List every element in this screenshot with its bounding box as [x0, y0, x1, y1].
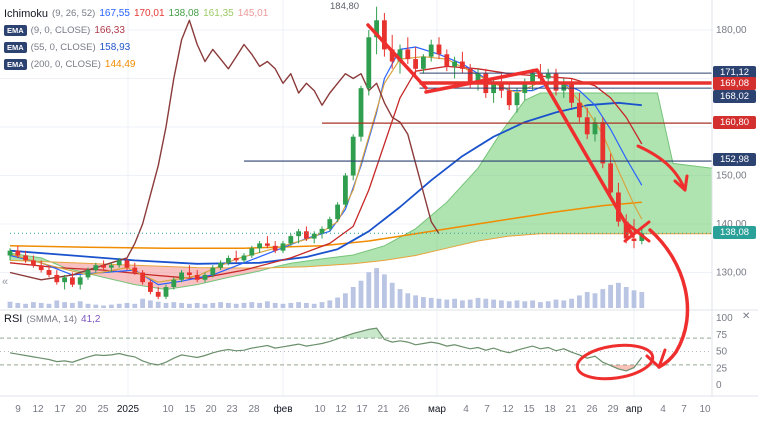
ichimoku-lead1-value: 161,35 — [203, 8, 234, 19]
ema9-value: 166,33 — [94, 25, 125, 36]
svg-text:7: 7 — [681, 404, 687, 415]
ichimoku-conversion-value: 167,55 — [99, 8, 130, 19]
svg-text:25: 25 — [716, 363, 728, 374]
last-price-badge: 138,08 — [713, 226, 756, 239]
hand-drawn-annotations-layer[interactable] — [366, 23, 690, 383]
ema-chip-icon: EMA — [4, 25, 27, 36]
ichimoku-legend-row[interactable]: Ichimoku (9, 26, 52) 167,55 170,01 138,0… — [4, 5, 268, 22]
svg-text:мар: мар — [428, 404, 446, 415]
ichimoku-params: (9, 26, 52) — [52, 8, 96, 19]
close-icon[interactable]: ✕ — [742, 311, 751, 322]
svg-text:10: 10 — [314, 404, 326, 415]
price-level-badge: 171,12 — [713, 66, 756, 79]
svg-text:29: 29 — [607, 404, 619, 415]
svg-text:фев: фев — [273, 403, 292, 415]
grid-layer — [0, 0, 712, 396]
price-level-badge: 152,98 — [713, 153, 756, 166]
ema55-legend-row[interactable]: EMA (55, 0, CLOSE) 158,93 — [4, 39, 268, 56]
ema9-params: (9, 0, CLOSE) — [30, 25, 91, 36]
svg-text:12: 12 — [502, 404, 514, 415]
ichimoku-base-value: 170,01 — [133, 8, 165, 19]
svg-text:150,00: 150,00 — [716, 171, 747, 182]
svg-text:130,00: 130,00 — [716, 268, 747, 279]
price-level-badge: 169,08 — [713, 77, 756, 90]
svg-text:21: 21 — [377, 404, 389, 415]
high-price-label: 184,80 — [330, 1, 360, 12]
svg-text:17: 17 — [54, 404, 66, 415]
svg-text:10: 10 — [699, 404, 711, 415]
svg-text:12: 12 — [32, 404, 44, 415]
price-axis[interactable]: 171,12 169,08 168,02 160,80 152,98 138,0… — [712, 0, 758, 396]
svg-text:7: 7 — [484, 404, 490, 415]
ema200-value: 144,49 — [104, 59, 136, 70]
svg-text:4: 4 — [463, 404, 469, 415]
ema200-params: (200, 0, CLOSE) — [30, 59, 101, 70]
rsi-layer — [0, 327, 712, 372]
svg-text:21: 21 — [565, 404, 577, 415]
ema55-value: 158,93 — [99, 42, 131, 53]
rsi-value: 41,2 — [81, 313, 101, 325]
scroll-left-icon[interactable]: « — [2, 276, 9, 288]
ema200-legend-row[interactable]: EMA (200, 0, CLOSE) 144,49 — [4, 56, 268, 73]
svg-text:10: 10 — [162, 404, 174, 415]
ema-chip-icon: EMA — [4, 59, 27, 70]
indicator-legend: Ichimoku (9, 26, 52) 167,55 170,01 138,0… — [4, 5, 268, 73]
svg-text:15: 15 — [184, 404, 196, 415]
rsi-title: RSI — [4, 313, 23, 325]
svg-text:12: 12 — [335, 404, 347, 415]
svg-text:20: 20 — [75, 404, 87, 415]
svg-text:4: 4 — [660, 404, 666, 415]
ema55-params: (55, 0, CLOSE) — [30, 42, 96, 53]
ichimoku-lagging-value: 138,08 — [168, 8, 200, 19]
ichimoku-title: Ichimoku — [4, 7, 49, 20]
svg-text:180,00: 180,00 — [716, 25, 747, 36]
price-level-badge: 168,02 — [713, 90, 756, 103]
svg-text:2025: 2025 — [117, 404, 140, 415]
svg-text:100: 100 — [716, 313, 733, 324]
svg-text:18: 18 — [544, 404, 556, 415]
svg-text:17: 17 — [356, 404, 368, 415]
price-levels-layer — [10, 72, 712, 234]
svg-text:26: 26 — [398, 404, 410, 415]
rsi-params: (SMMA, 14) — [26, 313, 78, 325]
rsi-legend-row[interactable]: RSI (SMMA, 14) 41,2 — [4, 313, 101, 325]
svg-text:23: 23 — [226, 404, 238, 415]
svg-text:9: 9 — [15, 404, 21, 415]
svg-text:140,00: 140,00 — [716, 219, 747, 230]
svg-text:75: 75 — [716, 330, 728, 341]
svg-text:20: 20 — [205, 404, 217, 415]
svg-text:26: 26 — [586, 404, 598, 415]
ema9-legend-row[interactable]: EMA (9, 0, CLOSE) 166,33 — [4, 22, 268, 39]
svg-text:28: 28 — [248, 404, 260, 415]
svg-text:апр: апр — [626, 404, 643, 415]
svg-text:50: 50 — [716, 347, 728, 358]
ema-chip-icon: EMA — [4, 42, 27, 53]
volume-layer — [7, 268, 645, 308]
price-level-badge: 160,80 — [713, 116, 756, 129]
svg-text:0: 0 — [716, 380, 722, 391]
svg-text:25: 25 — [97, 404, 109, 415]
svg-text:15: 15 — [523, 404, 535, 415]
ichimoku-lead2-value: 145,01 — [237, 8, 269, 19]
